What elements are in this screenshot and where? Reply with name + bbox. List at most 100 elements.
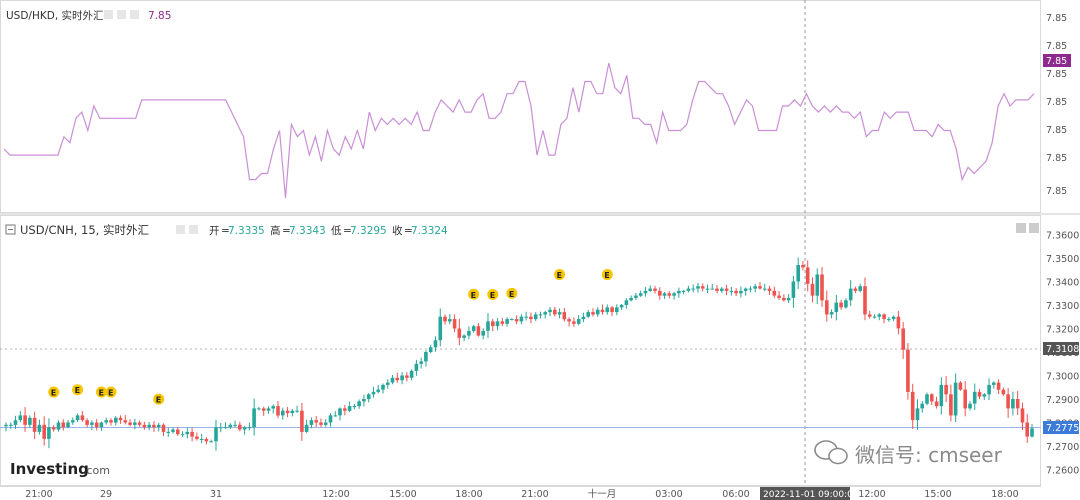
candle [37,419,42,435]
toggle-visibility-icon[interactable] [176,225,185,234]
candle [152,421,156,432]
candle [142,421,147,430]
svg-text:E: E [509,290,514,299]
candle [443,314,447,325]
last-price-tag-text: 7.2775 [1046,423,1079,434]
crosshair-price-tag-text: 7.3108 [1046,344,1079,355]
candle [228,423,233,430]
upper-y-tick-label: 7.85 [1046,153,1067,164]
candle [242,425,247,435]
candle [734,288,738,296]
candle [452,314,457,333]
candle [615,304,619,316]
candle [1011,391,1015,416]
candle [710,283,715,290]
candle [266,406,271,414]
candle [405,372,409,382]
candle [867,310,872,319]
candle [763,283,767,292]
candle [677,287,681,298]
candle [605,304,610,315]
candle [185,427,190,439]
svg-text:E: E [98,389,103,398]
event-marker-icon[interactable]: E [48,386,60,398]
close-icon[interactable] [130,10,139,19]
high-eq: = [282,225,291,237]
candle [839,299,843,310]
candle [972,383,977,410]
candle [643,286,648,297]
candle [94,419,99,431]
candle [538,311,543,319]
candle [1020,402,1025,431]
lower-symbol-label[interactable]: USD/CNH, 15, 实时外汇 [20,223,149,237]
candle [381,383,385,394]
candle [238,421,242,432]
scroll-up-icon[interactable] [1016,223,1026,233]
scroll-down-icon[interactable] [1029,223,1039,233]
candle [739,286,743,298]
candle [467,326,471,340]
event-marker-icon[interactable]: E [601,269,613,281]
event-marker-icon[interactable]: E [554,269,566,281]
candle [529,312,533,324]
event-marker-icon[interactable]: E [72,384,84,396]
event-marker-icon[interactable]: E [487,289,499,301]
x-tick-label: 03:00 [655,489,682,500]
x-tick-label: 18:00 [991,489,1018,500]
svg-text:E: E [156,396,161,405]
candle [686,285,691,293]
svg-text:E: E [51,389,56,398]
upper-y-tick-label: 7.85 [1046,41,1067,52]
candle [624,298,629,309]
candle [290,408,295,417]
collapse-icon[interactable] [5,224,16,235]
candle [323,419,328,427]
y-tick-label: 7.2900 [1046,395,1079,406]
candle [1001,387,1006,396]
ohlc-readout: 开 = 7.3335 高 = 7.3343 低 = 7.3295 收 = 7.3… [209,224,448,237]
upper-panel [0,0,1041,213]
candle [23,407,27,432]
event-marker-icon[interactable]: E [468,288,480,300]
candle [47,418,51,449]
event-marker-icon[interactable]: E [95,386,107,398]
svg-text:E: E [604,271,609,280]
candle [968,401,972,411]
candle [681,289,686,295]
candle [667,291,672,299]
candle [209,439,213,443]
settings-icon[interactable] [117,10,126,19]
x-tick-label: 29 [100,489,112,500]
candle [180,431,185,437]
settings-icon[interactable] [189,225,198,234]
toggle-visibility-icon[interactable] [104,10,113,19]
candle [743,287,748,296]
wechat-icon [814,440,848,465]
candle [882,313,886,324]
upper-y-tick-label: 7.85 [1046,125,1067,136]
upper-header-buttons[interactable] [104,10,139,19]
candle [61,419,66,431]
x-tick-label: 18:00 [455,489,482,500]
candle [724,284,729,296]
svg-text:E: E [108,389,113,398]
candle [786,294,791,303]
event-marker-icon[interactable]: E [153,393,165,405]
event-marker-icon[interactable]: E [105,386,117,398]
svg-text:E: E [471,291,476,300]
candle [13,415,18,430]
candle [419,357,423,369]
event-marker-icon[interactable]: E [506,287,518,299]
candle [166,427,171,437]
candle [295,405,299,414]
candle [992,381,996,389]
candle [133,418,137,430]
upper-symbol-label[interactable]: USD/HKD, 实时外汇 [6,9,104,22]
svg-text:E: E [490,291,495,300]
candle [85,418,89,428]
lower-header-buttons[interactable] [176,225,198,234]
investing-logo-suffix: .com [83,464,110,477]
candle [834,294,839,321]
